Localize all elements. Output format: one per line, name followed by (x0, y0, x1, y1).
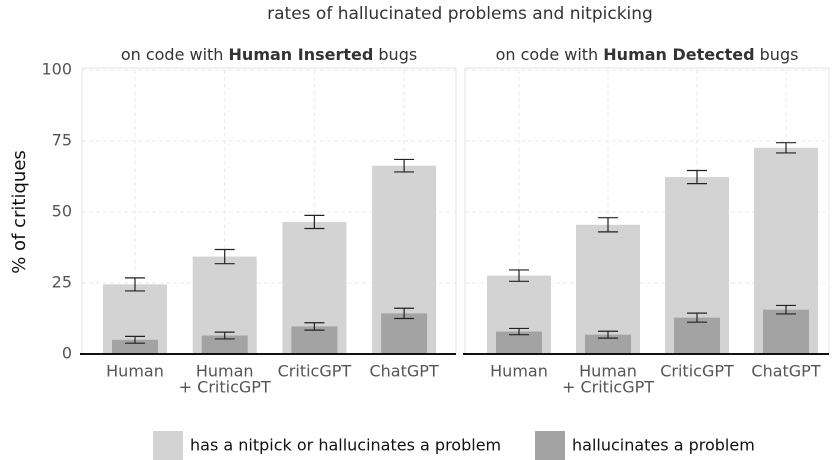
subtitle-part: bugs (755, 45, 799, 64)
x-tick-label: CriticGPT (278, 362, 352, 381)
subtitle-part: bugs (373, 45, 417, 64)
bar (496, 331, 542, 354)
error-bar (394, 158, 415, 173)
legend-label: hallucinates a problem (572, 436, 755, 455)
y-tick-label: 100 (41, 60, 72, 79)
legend-label: has a nitpick or hallucinates a problem (190, 436, 501, 455)
y-axis-label: % of critiques (9, 150, 30, 274)
error-bar (125, 277, 145, 292)
legend-swatch (535, 431, 565, 460)
x-tick-label: Human (106, 362, 164, 381)
x-tick-label: CriticGPT (660, 362, 734, 381)
bar (201, 335, 248, 354)
error-bar (125, 335, 145, 344)
error-bar (214, 331, 235, 340)
subtitle-part: Human Detected (603, 45, 754, 64)
error-bar (598, 330, 618, 339)
x-tick-label: + CriticGPT (179, 378, 271, 397)
subtitle-part: on code with (496, 45, 604, 64)
bar (674, 317, 720, 354)
error-bar (687, 312, 707, 323)
error-bar (687, 169, 707, 185)
error-bar (304, 214, 325, 230)
error-bar (394, 307, 415, 320)
bar (585, 334, 631, 354)
error-bar (598, 217, 618, 233)
x-tick-label: Human (196, 362, 254, 381)
error-bar (509, 327, 529, 336)
error-bar (214, 248, 235, 265)
x-tick-label: Human (579, 362, 637, 381)
error-bar (776, 142, 796, 154)
bar (112, 339, 158, 354)
subtitle-part: Human Inserted (229, 45, 374, 64)
panel-subtitle: on code with Human Detected bugs (496, 45, 799, 64)
bar (381, 313, 428, 354)
y-tick-label: 25 (52, 273, 72, 292)
panel-subtitle: on code with Human Inserted bugs (121, 45, 417, 64)
bar (763, 309, 809, 354)
y-tick-label: 50 (52, 202, 72, 221)
legend-swatch (153, 431, 183, 460)
subtitle-part: on code with (121, 45, 229, 64)
error-bar (776, 304, 796, 315)
bar (291, 326, 338, 354)
error-bar (509, 269, 529, 282)
error-bar (304, 322, 325, 331)
y-tick-label: 75 (52, 131, 72, 150)
y-tick-label: 0 (62, 344, 72, 363)
chart-title: rates of hallucinated problems and nitpi… (267, 4, 653, 24)
x-tick-label: ChatGPT (369, 362, 438, 381)
x-tick-label: + CriticGPT (562, 378, 654, 397)
x-tick-label: Human (490, 362, 548, 381)
x-tick-label: ChatGPT (751, 362, 820, 381)
